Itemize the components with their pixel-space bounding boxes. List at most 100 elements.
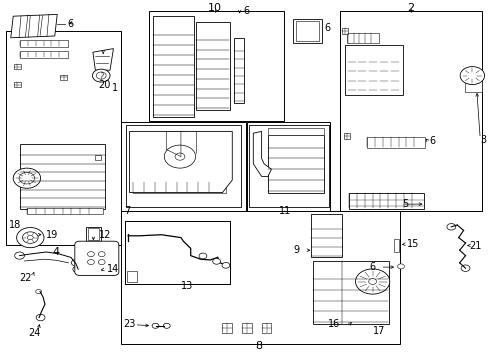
Bar	[233, 38, 244, 103]
Bar	[95, 155, 101, 160]
Text: 18: 18	[9, 220, 21, 230]
Text: 6: 6	[243, 6, 249, 16]
Bar	[346, 49, 355, 92]
Bar	[124, 221, 229, 284]
Circle shape	[27, 235, 33, 240]
Text: 6: 6	[428, 136, 435, 146]
FancyBboxPatch shape	[75, 241, 119, 275]
Circle shape	[152, 323, 159, 328]
Bar	[312, 261, 388, 324]
Circle shape	[397, 264, 404, 269]
Circle shape	[199, 253, 206, 259]
Circle shape	[92, 69, 110, 82]
Polygon shape	[11, 14, 57, 38]
Bar	[6, 31, 121, 245]
Bar	[344, 45, 403, 95]
Text: 11: 11	[278, 206, 290, 216]
Text: 20: 20	[98, 80, 110, 90]
Bar	[27, 208, 102, 214]
Text: 6: 6	[67, 19, 73, 30]
Text: 24: 24	[28, 328, 41, 338]
Bar	[261, 323, 271, 333]
Bar	[267, 128, 324, 135]
Bar	[195, 22, 229, 110]
Circle shape	[98, 260, 105, 265]
Bar	[60, 75, 67, 80]
Circle shape	[87, 260, 94, 265]
Bar	[152, 16, 194, 117]
Bar	[14, 64, 20, 69]
Circle shape	[446, 224, 455, 230]
Circle shape	[71, 260, 80, 266]
Text: 22: 22	[20, 273, 32, 283]
Text: 9: 9	[293, 245, 299, 255]
Text: 19: 19	[45, 230, 58, 240]
Bar	[379, 49, 387, 92]
Text: 8: 8	[255, 341, 262, 351]
Text: 3: 3	[480, 135, 486, 145]
Text: 21: 21	[468, 240, 481, 251]
Bar	[310, 214, 342, 257]
Bar	[357, 49, 366, 92]
Text: 10: 10	[208, 3, 222, 13]
Bar	[246, 122, 329, 211]
Text: 16: 16	[327, 319, 339, 329]
Bar	[133, 182, 225, 193]
Bar	[127, 271, 137, 282]
Bar	[389, 49, 398, 92]
Circle shape	[459, 67, 484, 85]
Circle shape	[222, 262, 229, 268]
Text: 4: 4	[53, 247, 60, 257]
Bar	[126, 125, 241, 207]
Circle shape	[36, 289, 41, 294]
Bar	[346, 33, 378, 43]
Bar	[121, 122, 245, 211]
Circle shape	[175, 153, 184, 160]
Bar	[20, 144, 105, 209]
Bar	[339, 11, 481, 211]
Bar	[293, 19, 321, 43]
Bar	[124, 221, 229, 284]
Text: 5: 5	[401, 199, 407, 210]
Polygon shape	[129, 131, 232, 193]
Text: 14: 14	[106, 264, 119, 274]
Bar	[20, 51, 68, 58]
Bar	[267, 135, 324, 193]
Text: 13: 13	[181, 281, 193, 291]
Bar	[348, 193, 424, 209]
Bar	[296, 21, 318, 41]
Bar	[20, 40, 68, 47]
Bar	[168, 131, 185, 140]
Text: 15: 15	[406, 239, 418, 249]
Text: 17: 17	[372, 326, 384, 336]
Bar	[343, 133, 349, 139]
Bar	[342, 28, 347, 34]
Circle shape	[98, 252, 105, 257]
Text: 2: 2	[407, 3, 413, 13]
Circle shape	[87, 252, 94, 257]
Bar	[87, 228, 99, 240]
Bar	[393, 239, 398, 252]
Bar	[121, 211, 399, 344]
Text: 1: 1	[111, 83, 118, 93]
Text: 7: 7	[123, 206, 130, 216]
Text: 23: 23	[123, 319, 135, 329]
Circle shape	[13, 168, 41, 188]
Circle shape	[212, 258, 220, 264]
Circle shape	[36, 314, 45, 321]
Bar	[249, 125, 328, 207]
Circle shape	[163, 323, 170, 328]
Circle shape	[368, 279, 376, 284]
Circle shape	[15, 252, 24, 259]
Circle shape	[19, 172, 35, 184]
Bar	[366, 137, 425, 148]
Circle shape	[355, 269, 389, 294]
Circle shape	[22, 232, 38, 243]
Circle shape	[460, 265, 469, 271]
Bar	[464, 77, 481, 92]
Polygon shape	[93, 49, 113, 70]
Bar	[149, 11, 283, 121]
Circle shape	[73, 266, 81, 273]
Bar	[85, 227, 101, 241]
Bar	[222, 323, 232, 333]
